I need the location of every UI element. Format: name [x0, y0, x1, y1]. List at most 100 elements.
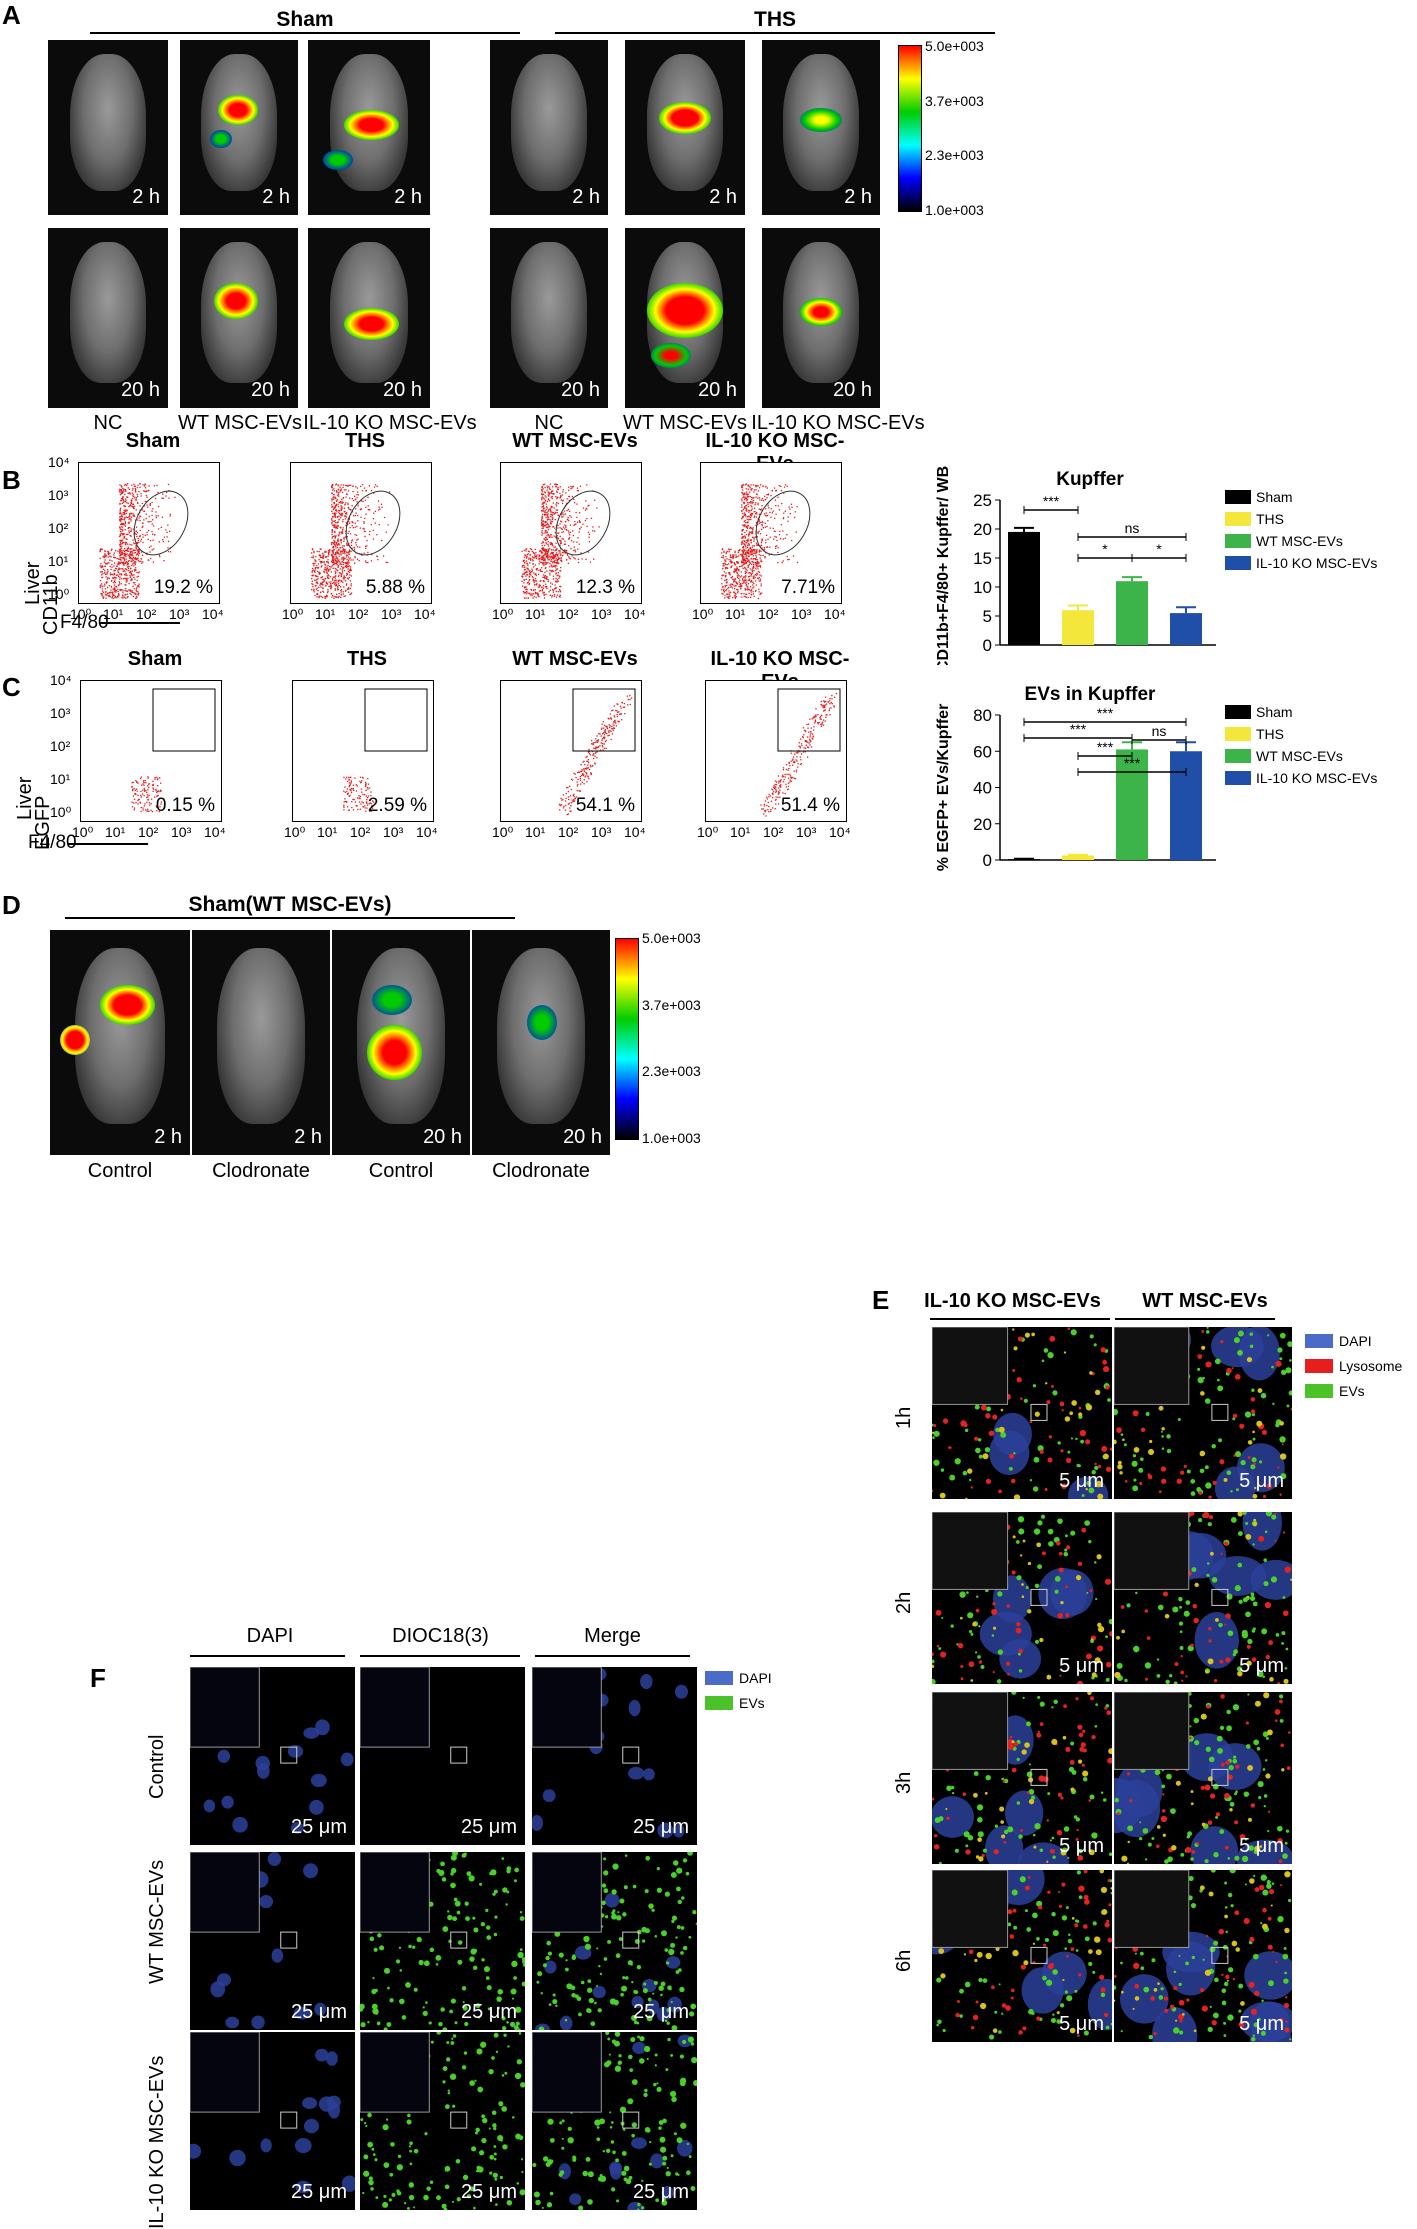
- x-tick-label: 10²: [348, 606, 368, 622]
- confocal-image: 25 μm: [188, 1850, 357, 2032]
- y-axis-label: Liver CD11b: [22, 525, 62, 665]
- y-tick-label: 10³: [48, 487, 68, 503]
- group-label: Control: [332, 1160, 470, 1183]
- panel-d-label: D: [2, 890, 21, 921]
- y-tick-label: 10: [973, 578, 992, 597]
- y-tick-label: 60: [973, 742, 992, 761]
- gate-percentage: 12.3 %: [576, 577, 635, 599]
- x-tick-label: 10¹: [315, 606, 335, 622]
- confocal-image: 5 μm: [1112, 1690, 1294, 1866]
- column-header: Merge: [530, 1625, 695, 1648]
- x-tick-label: 10³: [591, 606, 611, 622]
- ths-header: THS: [555, 8, 995, 32]
- column-header: DIOC18(3): [358, 1625, 523, 1648]
- column-header: WT MSC-EVs: [1125, 1290, 1285, 1313]
- confocal-image: 25 μm: [358, 2030, 527, 2212]
- flow-plot: 19.2 %: [78, 462, 220, 604]
- y-tick-label: 80: [973, 706, 992, 725]
- x-tick-label: 10⁴: [624, 606, 646, 622]
- scale-bar-label: 25 μm: [291, 2001, 347, 2024]
- y-tick-label: 5: [983, 607, 992, 626]
- flow-plot: 5.88 %: [290, 462, 432, 604]
- flow-plot: 54.1 %: [500, 680, 642, 822]
- legend-label: WT MSC-EVs: [1256, 748, 1343, 764]
- y-tick-label: 15: [973, 549, 992, 568]
- group-label: Clodronate: [472, 1160, 610, 1183]
- gate-percentage: 51.4 %: [781, 795, 840, 817]
- confocal-image: 5 μm: [1112, 1868, 1294, 2044]
- flow-plot-title: WT MSC-EVs: [490, 430, 660, 453]
- significance-label: ***: [1070, 721, 1087, 737]
- mouse-image: 20 h: [472, 930, 610, 1155]
- chart-title: Kupffer: [1056, 469, 1124, 490]
- mouse-image: 20 h: [762, 228, 880, 408]
- mouse-image: 2 h: [50, 930, 190, 1155]
- chart-title: EVs in Kupffer: [1025, 684, 1157, 705]
- time-row-label: 2h: [893, 1592, 916, 1614]
- mouse-image: 2 h: [762, 40, 880, 215]
- legend-evs: EVs: [1305, 1383, 1365, 1399]
- group-label: Clodronate: [192, 1160, 330, 1183]
- flow-plot: 51.4 %: [705, 680, 847, 822]
- column-header: IL-10 KO MSC-EVs: [905, 1290, 1120, 1313]
- y-tick-label: 40: [973, 779, 992, 798]
- scale-label: 2.3e+003: [642, 1063, 701, 1079]
- legend-swatch: [1225, 534, 1251, 548]
- gate-percentage: 5.88 %: [366, 577, 425, 599]
- significance-label: ***: [1097, 705, 1114, 721]
- x-tick-label: 10¹: [105, 824, 125, 840]
- scale-bar-label: 25 μm: [633, 2001, 689, 2024]
- condition-row-label: WT MSC-EVs: [146, 1860, 169, 1984]
- legend-label: THS: [1256, 511, 1284, 527]
- scale-label: 1.0e+003: [925, 202, 984, 218]
- significance-label: *: [1102, 541, 1108, 557]
- scale-bar-label: 5 μm: [1239, 1655, 1284, 1678]
- scale-bar-label: 25 μm: [461, 2001, 517, 2024]
- confocal-image: 5 μm: [1112, 1510, 1294, 1686]
- mouse-image: 2 h: [48, 40, 168, 215]
- scale-bar-label: 25 μm: [461, 1816, 517, 1839]
- scale-bar-label: 25 μm: [633, 2181, 689, 2204]
- x-tick-label: 10³: [791, 606, 811, 622]
- x-tick-label: 10⁴: [416, 824, 438, 840]
- bar: [1062, 610, 1094, 645]
- mouse-image: 20 h: [180, 228, 298, 408]
- color-scale-bar: [898, 45, 922, 212]
- time-row-label: 6h: [893, 1950, 916, 1972]
- gate-percentage: 54.1 %: [576, 795, 635, 817]
- x-tick-label: 10¹: [730, 824, 750, 840]
- x-tick-label: 10⁴: [824, 606, 846, 622]
- time-row-label: 1h: [893, 1407, 916, 1429]
- sham-header: Sham: [90, 8, 520, 32]
- legend-swatch: [1225, 512, 1251, 526]
- x-tick-label: 10⁰: [284, 824, 305, 841]
- x-tick-label: 10³: [171, 824, 191, 840]
- flow-plot-title: THS: [282, 648, 452, 671]
- legend-dapi: DAPI: [1305, 1333, 1372, 1349]
- mouse-image: 2 h: [625, 40, 745, 215]
- x-tick-label: 10²: [350, 824, 370, 840]
- x-tick-label: 10³: [591, 824, 611, 840]
- mouse-image: 2 h: [490, 40, 608, 215]
- significance-label: *: [1156, 541, 1162, 557]
- confocal-image: 5 μm: [930, 1690, 1114, 1866]
- significance-label: ***: [1097, 739, 1114, 755]
- scale-bar-label: 25 μm: [291, 2181, 347, 2204]
- gate-percentage: 19.2 %: [154, 577, 213, 599]
- scale-bar-label: 25 μm: [291, 1816, 347, 1839]
- flow-plot-title: Sham: [68, 430, 238, 453]
- flow-plot-title: WT MSC-EVs: [490, 648, 660, 671]
- x-tick-label: 10²: [136, 606, 156, 622]
- legend-lysosome: Lysosome: [1305, 1358, 1402, 1374]
- y-axis-label: % CD11b+F4/80+ Kupffer/ WBC: [935, 465, 952, 665]
- panel-f-label: F: [90, 1663, 106, 1694]
- x-tick-label: 10⁰: [492, 606, 513, 623]
- legend-label: IL-10 KO MSC-EVs: [1256, 555, 1377, 571]
- gate-percentage: 7.71%: [781, 577, 835, 599]
- x-tick-label: 10⁰: [492, 824, 513, 841]
- x-tick-label: 10³: [383, 824, 403, 840]
- significance-label: ***: [1043, 493, 1060, 509]
- x-tick-label: 10²: [558, 824, 578, 840]
- x-tick-label: 10²: [763, 824, 783, 840]
